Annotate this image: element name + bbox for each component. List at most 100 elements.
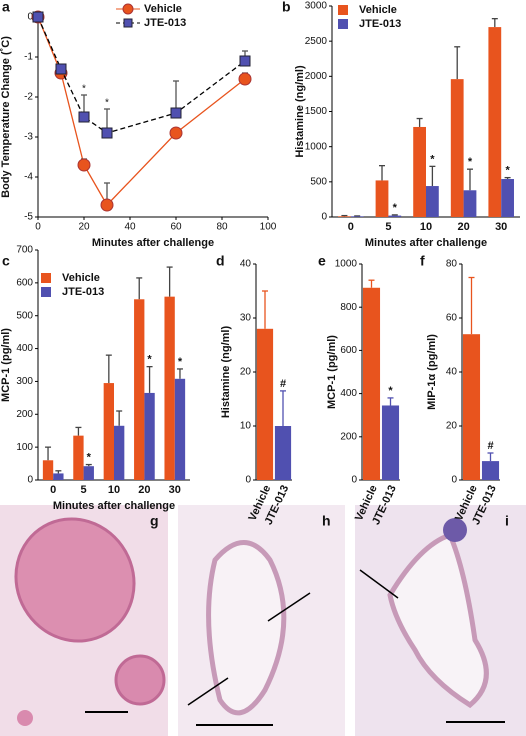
significance: # bbox=[280, 378, 286, 390]
bar bbox=[53, 473, 64, 480]
bar bbox=[501, 179, 514, 217]
significance: * bbox=[430, 153, 435, 165]
y-tick-label: 0 bbox=[27, 12, 33, 23]
significance: * bbox=[147, 354, 152, 366]
y-tick-label: 300 bbox=[16, 376, 33, 387]
y-tick-label: 800 bbox=[340, 302, 357, 313]
bar bbox=[488, 27, 502, 217]
marker bbox=[32, 11, 44, 23]
bar bbox=[274, 426, 292, 480]
bar bbox=[388, 215, 402, 217]
y-tick-label: 30 bbox=[240, 313, 252, 324]
marker bbox=[100, 198, 114, 212]
significance: * bbox=[105, 98, 109, 109]
y-tick-label: 2000 bbox=[305, 71, 328, 82]
y-tick-label: 40 bbox=[240, 259, 252, 270]
significance: * bbox=[87, 451, 92, 463]
x-tick-label: 10 bbox=[108, 484, 120, 496]
significance: * bbox=[178, 356, 183, 368]
legend-swatch bbox=[41, 287, 51, 297]
legend-label: JTE-013 bbox=[144, 17, 186, 29]
x-tick-label: 20 bbox=[457, 221, 469, 233]
x-axis-label: Minutes after challenge bbox=[92, 237, 214, 249]
bar bbox=[114, 425, 125, 480]
bar bbox=[164, 296, 175, 480]
x-tick-label: 5 bbox=[385, 221, 391, 233]
significance: # bbox=[487, 440, 493, 452]
histology-h bbox=[178, 505, 345, 736]
significance: * bbox=[388, 385, 393, 397]
x-tick-label: 0 bbox=[50, 484, 56, 496]
bar bbox=[174, 378, 186, 480]
legend-label: Vehicle bbox=[62, 272, 100, 284]
y-tick-label: 400 bbox=[16, 343, 33, 354]
bar bbox=[338, 216, 351, 217]
y-axis-label: MCP-1 (pg/ml) bbox=[326, 335, 338, 409]
y-axis-label: MCP-1 (pg/ml) bbox=[0, 328, 12, 402]
bar bbox=[375, 180, 389, 217]
legend-marker bbox=[122, 3, 134, 15]
bar bbox=[83, 466, 94, 480]
y-tick-label: -1 bbox=[24, 52, 33, 63]
panel-letter: h bbox=[322, 513, 331, 529]
y-tick-label: -3 bbox=[24, 132, 33, 143]
bar bbox=[450, 79, 464, 217]
x-tick-label: 0 bbox=[35, 222, 41, 233]
x-axis-label: Minutes after challenge bbox=[53, 500, 175, 512]
y-axis-label: MIP-1α (pg/ml) bbox=[426, 334, 438, 410]
y-tick-label: 700 bbox=[16, 245, 33, 256]
legend-label: Vehicle bbox=[144, 3, 182, 15]
bar bbox=[42, 460, 54, 480]
y-tick-label: 600 bbox=[16, 277, 33, 288]
y-tick-label: 0 bbox=[451, 475, 457, 486]
y-tick-label: 0 bbox=[321, 212, 327, 223]
bar bbox=[462, 334, 481, 480]
x-tick-label: 40 bbox=[124, 222, 136, 233]
x-tick-label: 20 bbox=[78, 222, 90, 233]
histology-g bbox=[0, 505, 168, 736]
marker bbox=[77, 158, 91, 172]
significance: * bbox=[505, 165, 510, 177]
marker bbox=[170, 107, 182, 119]
y-tick-label: 20 bbox=[240, 367, 252, 378]
x-tick-label: 10 bbox=[420, 221, 432, 233]
y-tick-label: -5 bbox=[24, 212, 33, 223]
legend-label: JTE-013 bbox=[62, 286, 104, 298]
panel-letter: e bbox=[318, 253, 326, 269]
bar bbox=[144, 392, 155, 480]
y-tick-label: 100 bbox=[16, 442, 33, 453]
legend-swatch bbox=[41, 273, 51, 283]
x-tick-label: 0 bbox=[348, 221, 354, 233]
y-tick-label: 0 bbox=[351, 475, 357, 486]
bar bbox=[463, 190, 477, 217]
y-tick-label: 3000 bbox=[305, 1, 328, 12]
bar bbox=[413, 126, 426, 217]
y-axis-label: Histamine (ng/ml) bbox=[220, 326, 232, 419]
panel-letter: d bbox=[216, 253, 225, 269]
panel-letter: a bbox=[2, 0, 10, 15]
significance: * bbox=[393, 202, 398, 214]
marker bbox=[55, 63, 67, 75]
bar bbox=[134, 299, 145, 480]
y-tick-label: 500 bbox=[16, 310, 33, 321]
bar bbox=[350, 216, 364, 217]
bar bbox=[362, 287, 381, 480]
x-tick-label: 20 bbox=[138, 484, 150, 496]
y-tick-label: 1500 bbox=[305, 106, 328, 117]
marker bbox=[101, 127, 113, 139]
bar bbox=[103, 383, 114, 480]
marker bbox=[239, 55, 251, 67]
legend-swatch bbox=[338, 5, 348, 15]
bar bbox=[426, 186, 439, 217]
significance: * bbox=[82, 84, 86, 95]
y-tick-label: 20 bbox=[446, 421, 458, 432]
legend-marker bbox=[123, 18, 133, 28]
x-tick-label: 100 bbox=[260, 222, 277, 233]
panel-letter: b bbox=[282, 0, 291, 15]
marker bbox=[238, 72, 252, 86]
panel-letter: i bbox=[505, 513, 509, 529]
y-tick-label: -2 bbox=[24, 92, 33, 103]
legend-label: JTE-013 bbox=[359, 18, 401, 30]
y-tick-label: 80 bbox=[446, 259, 458, 270]
